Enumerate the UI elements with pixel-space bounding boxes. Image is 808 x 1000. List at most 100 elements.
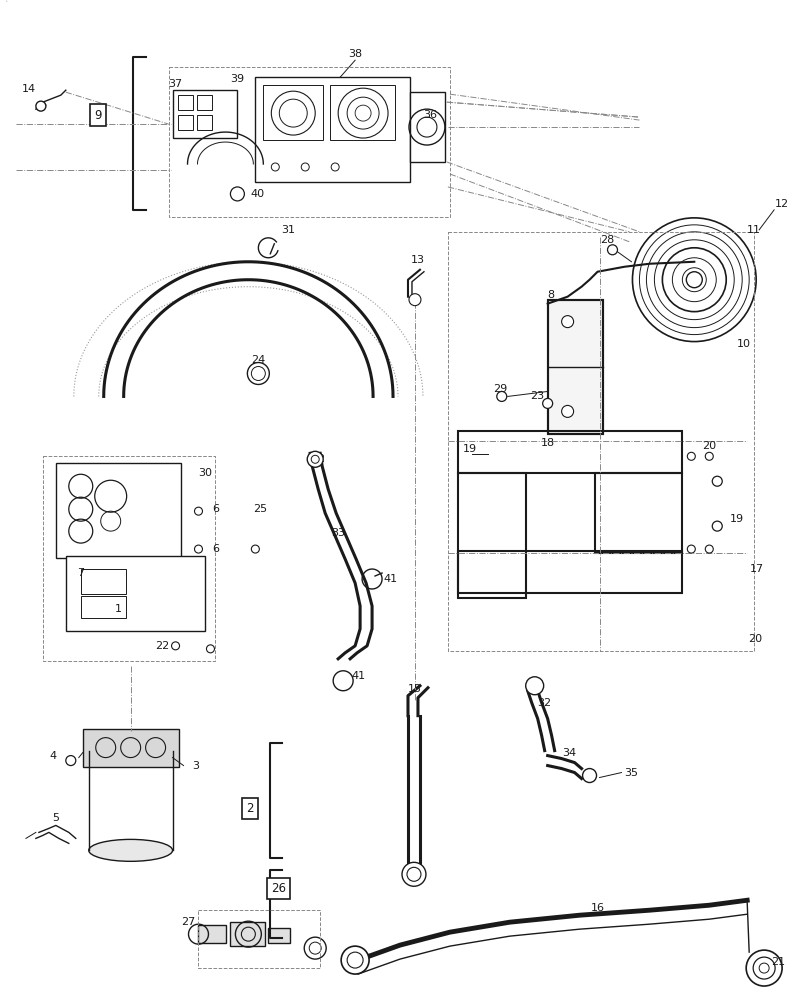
Circle shape — [526, 677, 544, 695]
Bar — [197, 115, 213, 130]
Text: 20: 20 — [748, 634, 762, 644]
Circle shape — [688, 545, 696, 553]
Circle shape — [207, 645, 214, 653]
Bar — [548, 300, 603, 434]
Text: 36: 36 — [423, 110, 437, 120]
Circle shape — [746, 950, 782, 986]
Bar — [548, 300, 603, 434]
Text: 9: 9 — [94, 109, 102, 122]
Circle shape — [608, 245, 617, 255]
Text: 41: 41 — [351, 671, 365, 681]
Bar — [595, 473, 682, 553]
Circle shape — [713, 476, 722, 486]
Circle shape — [36, 101, 46, 111]
Circle shape — [713, 521, 722, 531]
Text: 3: 3 — [192, 761, 199, 771]
Text: 26: 26 — [271, 882, 286, 895]
Text: 17: 17 — [750, 564, 764, 574]
Bar — [268, 928, 290, 943]
Text: 39: 39 — [230, 74, 245, 84]
Bar — [263, 85, 323, 140]
Circle shape — [562, 405, 574, 417]
Text: 31: 31 — [281, 225, 295, 235]
Text: 32: 32 — [537, 698, 552, 708]
Bar — [458, 473, 526, 598]
Circle shape — [195, 507, 203, 515]
Text: 18: 18 — [541, 438, 555, 448]
Text: 33: 33 — [331, 528, 345, 538]
Bar — [410, 92, 445, 162]
Circle shape — [247, 363, 269, 384]
Text: 11: 11 — [747, 225, 761, 235]
Bar — [255, 77, 410, 182]
Text: 32: 32 — [311, 454, 326, 464]
Circle shape — [688, 452, 696, 460]
Circle shape — [307, 451, 323, 467]
Bar — [173, 90, 238, 138]
Circle shape — [195, 545, 203, 553]
Text: 15: 15 — [408, 684, 422, 694]
Text: `: ` — [4, 1, 8, 10]
Circle shape — [271, 163, 280, 171]
Text: 2: 2 — [246, 802, 255, 815]
Text: 6: 6 — [212, 504, 219, 514]
Text: 20: 20 — [702, 441, 717, 451]
Bar — [65, 556, 205, 631]
Circle shape — [543, 398, 553, 408]
Bar — [82, 729, 179, 767]
Circle shape — [583, 769, 596, 783]
Ellipse shape — [89, 740, 173, 762]
Text: 28: 28 — [600, 235, 615, 245]
Bar — [458, 551, 682, 593]
Text: 13: 13 — [411, 255, 425, 265]
Bar — [230, 922, 265, 946]
Text: 4: 4 — [49, 751, 57, 761]
Text: 23: 23 — [531, 391, 545, 401]
Text: 8: 8 — [548, 290, 555, 300]
Text: 19: 19 — [730, 514, 744, 524]
Text: 7: 7 — [78, 568, 84, 578]
Circle shape — [311, 455, 319, 463]
Text: 14: 14 — [22, 84, 36, 94]
Bar — [178, 115, 192, 130]
Text: 16: 16 — [591, 903, 604, 913]
Bar — [81, 569, 126, 594]
Bar — [178, 95, 192, 110]
Text: 40: 40 — [250, 189, 264, 199]
Circle shape — [753, 957, 775, 979]
Circle shape — [497, 391, 507, 401]
Circle shape — [331, 163, 339, 171]
Circle shape — [407, 867, 421, 881]
Text: 35: 35 — [625, 768, 638, 778]
Ellipse shape — [89, 839, 173, 861]
Text: 1: 1 — [116, 604, 122, 614]
Circle shape — [301, 163, 309, 171]
Bar — [199, 925, 226, 943]
Text: 27: 27 — [181, 917, 196, 927]
Circle shape — [562, 316, 574, 328]
Bar — [81, 596, 126, 618]
Circle shape — [341, 946, 369, 974]
Circle shape — [705, 545, 713, 553]
Text: 30: 30 — [199, 468, 213, 478]
Text: 22: 22 — [155, 641, 170, 651]
Text: 10: 10 — [737, 339, 751, 349]
Text: 21: 21 — [771, 957, 785, 967]
Text: 38: 38 — [348, 49, 362, 59]
Text: 25: 25 — [253, 504, 267, 514]
Bar — [330, 85, 395, 140]
Text: 37: 37 — [169, 79, 183, 89]
Circle shape — [760, 963, 769, 973]
Circle shape — [171, 642, 179, 650]
Circle shape — [251, 545, 259, 553]
Text: 12: 12 — [775, 199, 789, 209]
Circle shape — [402, 862, 426, 886]
Bar — [197, 95, 213, 110]
Circle shape — [347, 952, 363, 968]
Circle shape — [65, 756, 76, 766]
Text: 19: 19 — [463, 444, 477, 454]
Text: 29: 29 — [493, 384, 507, 394]
Circle shape — [251, 367, 265, 380]
Text: 24: 24 — [251, 355, 266, 365]
Text: 34: 34 — [562, 748, 577, 758]
